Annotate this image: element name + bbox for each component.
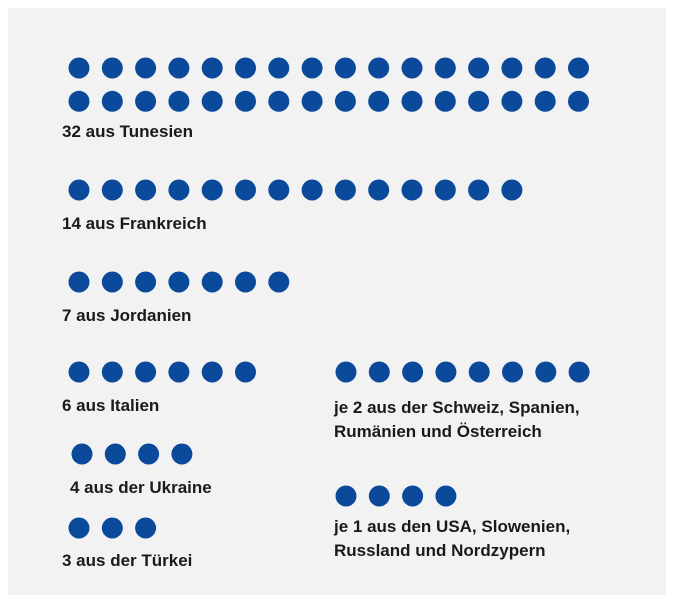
dot (434, 57, 456, 79)
dot (335, 485, 357, 507)
dot (301, 179, 323, 201)
dot (435, 361, 457, 383)
group-label: 7 aus Jordanien (62, 306, 192, 325)
group-label: 14 aus Frankreich (62, 214, 207, 233)
dot (68, 517, 90, 539)
dot (301, 90, 323, 112)
dot (68, 179, 90, 201)
dot (235, 361, 256, 383)
dot (334, 179, 356, 201)
dot (368, 90, 390, 112)
dot (135, 57, 157, 79)
dot (368, 485, 390, 507)
dot (235, 271, 256, 293)
dot (68, 361, 90, 383)
dot (402, 485, 424, 507)
dot (268, 90, 290, 112)
dot (101, 271, 123, 293)
dot (534, 90, 556, 112)
dot (502, 361, 523, 383)
dot (535, 361, 557, 383)
dot (568, 57, 589, 79)
dot (568, 361, 590, 383)
dot (68, 57, 90, 79)
dot (235, 179, 256, 201)
dot (101, 179, 123, 201)
dot (268, 57, 290, 79)
dot (201, 179, 223, 201)
dot (101, 361, 123, 383)
dot (68, 271, 90, 293)
dot (268, 179, 290, 201)
dot (101, 517, 123, 539)
dot (401, 57, 423, 79)
dot (368, 361, 390, 383)
dot (468, 90, 490, 112)
dot (168, 271, 190, 293)
dot (168, 57, 190, 79)
dot (435, 485, 457, 507)
group-label: 4 aus der Ukraine (70, 478, 212, 497)
dot (301, 57, 323, 79)
dot (501, 57, 523, 79)
dot (135, 179, 157, 201)
dot (268, 271, 290, 293)
dot (135, 90, 157, 112)
group-label: 32 aus Tunesien (62, 122, 194, 141)
dot (434, 179, 456, 201)
dot (135, 271, 157, 293)
group-label: 6 aus Italien (62, 396, 160, 415)
dot (468, 361, 490, 383)
dot (135, 361, 157, 383)
dot (402, 361, 424, 383)
dot (368, 57, 390, 79)
dot (135, 517, 157, 539)
group-label: je 2 aus der Schweiz, Spanien, Rumänien … (334, 398, 580, 441)
dot (434, 90, 456, 112)
dot (201, 361, 223, 383)
dot (101, 57, 123, 79)
dot (201, 90, 223, 112)
dot (71, 443, 93, 465)
dot (168, 179, 190, 201)
dot (334, 57, 356, 79)
dot (168, 361, 190, 383)
dot (201, 57, 223, 79)
dot (235, 57, 256, 79)
dot (468, 179, 490, 201)
dot (104, 443, 126, 465)
dot (401, 90, 423, 112)
dot (138, 443, 160, 465)
dot (334, 90, 356, 112)
dot (501, 90, 523, 112)
dot (235, 90, 256, 112)
dot (168, 90, 190, 112)
dot (468, 57, 490, 79)
dot (335, 361, 357, 383)
dot (101, 90, 123, 112)
dot (501, 179, 523, 201)
dot (68, 90, 90, 112)
dot (568, 90, 589, 112)
dot (534, 57, 556, 79)
group-label: 3 aus der Türkei (62, 551, 193, 570)
dot (201, 271, 223, 293)
dot (368, 179, 390, 201)
dot (401, 179, 423, 201)
dot (171, 443, 193, 465)
group-label: je 1 aus den USA, Slowenien, Russland un… (334, 517, 571, 560)
